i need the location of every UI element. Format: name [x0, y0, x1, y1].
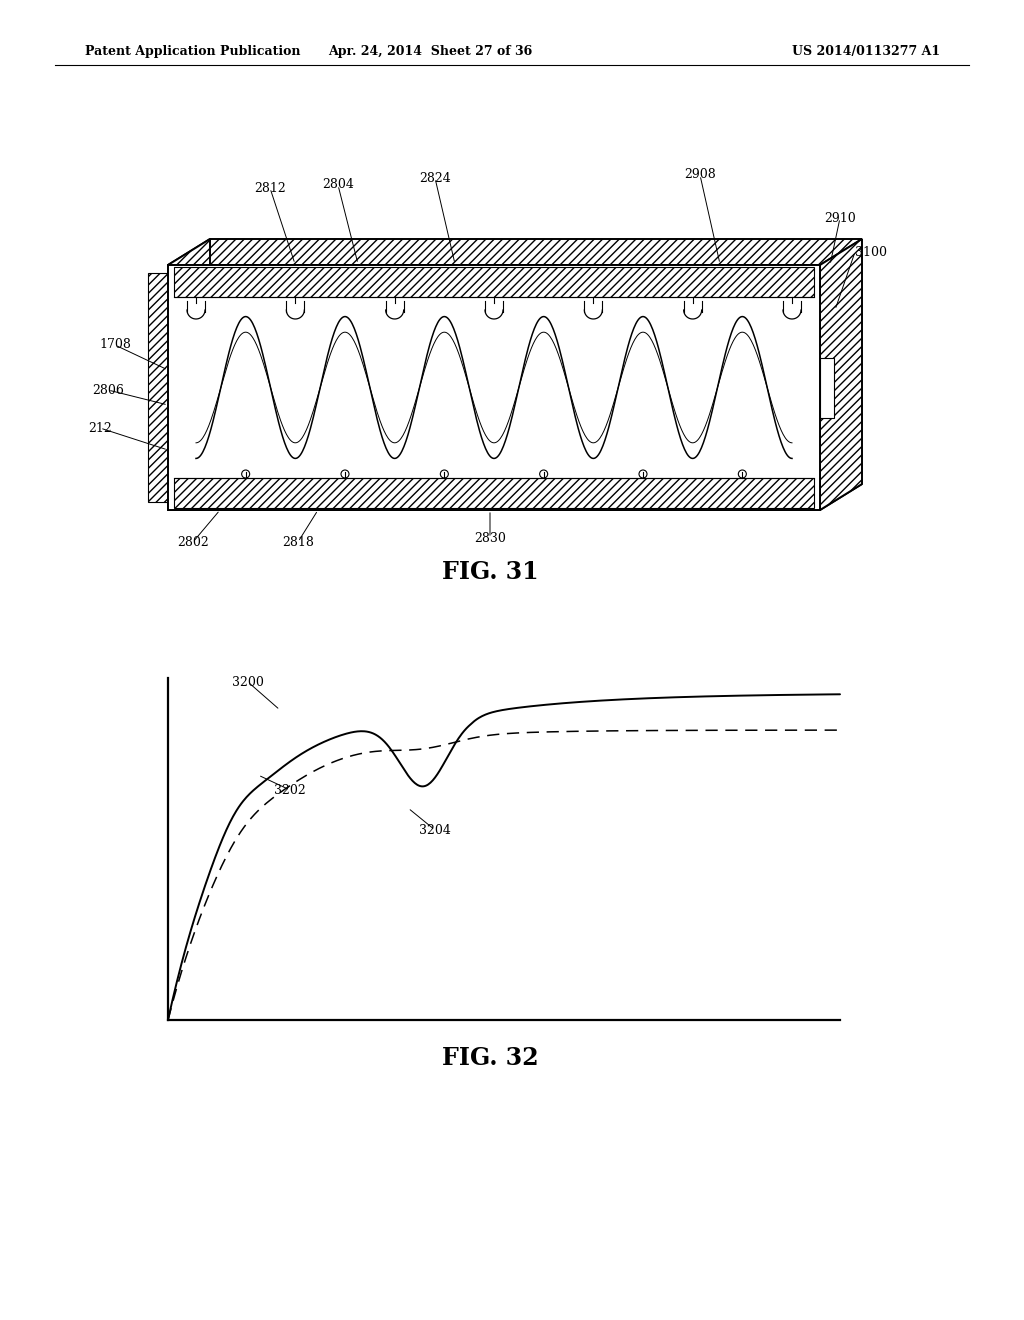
Text: 3202: 3202: [274, 784, 306, 796]
Text: 2830: 2830: [474, 532, 506, 544]
Polygon shape: [174, 478, 814, 508]
Text: 1708: 1708: [99, 338, 131, 351]
Text: 2802: 2802: [177, 536, 209, 549]
Polygon shape: [820, 358, 834, 417]
Polygon shape: [168, 484, 862, 510]
Polygon shape: [174, 267, 814, 297]
Polygon shape: [168, 265, 820, 510]
Text: 212: 212: [88, 421, 112, 434]
Text: 2910: 2910: [824, 211, 856, 224]
Polygon shape: [148, 273, 168, 502]
Text: FIG. 31: FIG. 31: [441, 560, 539, 583]
Text: 2824: 2824: [419, 172, 451, 185]
Text: 2812: 2812: [254, 181, 286, 194]
Polygon shape: [820, 239, 862, 510]
Text: 2908: 2908: [684, 169, 716, 181]
Text: US 2014/0113277 A1: US 2014/0113277 A1: [792, 45, 940, 58]
Text: 3200: 3200: [232, 676, 264, 689]
Text: 2804: 2804: [323, 178, 354, 191]
Text: 3204: 3204: [419, 824, 451, 837]
Text: Patent Application Publication: Patent Application Publication: [85, 45, 300, 58]
Text: Apr. 24, 2014  Sheet 27 of 36: Apr. 24, 2014 Sheet 27 of 36: [328, 45, 532, 58]
Text: 3100: 3100: [855, 246, 887, 259]
Polygon shape: [168, 239, 862, 265]
Text: FIG. 32: FIG. 32: [441, 1045, 539, 1071]
Text: 2818: 2818: [282, 536, 314, 549]
Text: 2806: 2806: [92, 384, 124, 396]
Polygon shape: [168, 239, 210, 510]
